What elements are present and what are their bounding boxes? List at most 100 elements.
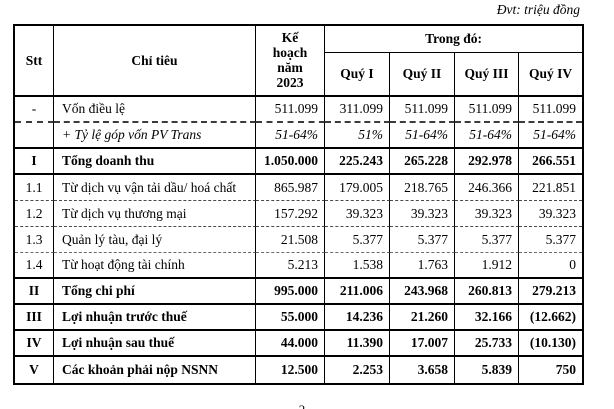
q2-cell: 39.323 <box>390 201 455 227</box>
label-cell: + Tỷ lệ góp vốn PV Trans <box>54 123 256 149</box>
q3-cell: 39.323 <box>455 201 519 227</box>
stt-cell: 1.1 <box>15 175 54 201</box>
q2-cell: 1.763 <box>390 253 455 279</box>
table-row-thuong-mai: 1.2 Từ dịch vụ thương mại 157.292 39.323… <box>15 201 583 227</box>
label-cell: Từ dịch vụ vận tải dầu/ hoá chất <box>54 175 256 201</box>
q1-cell: 1.538 <box>325 253 390 279</box>
q4-cell: 279.213 <box>519 279 583 305</box>
q3-cell: 51-64% <box>455 123 519 149</box>
plan-cell: 995.000 <box>256 279 325 305</box>
label-cell: Từ dịch vụ thương mại <box>54 201 256 227</box>
table-row-nop-nsnn: V Các khoản phải nộp NSNN 12.500 2.253 3… <box>15 357 582 383</box>
q2-cell: 5.377 <box>390 227 455 253</box>
col-header-quy-2: Quý II <box>390 53 455 97</box>
col-header-ke-hoach: Kế hoạch năm 2023 <box>256 26 325 97</box>
stt-cell: 1.4 <box>15 253 54 279</box>
col-header-quy-1: Quý I <box>325 53 390 97</box>
label-cell: Tổng doanh thu <box>54 149 256 175</box>
plan-cell: 51-64% <box>256 123 325 149</box>
table-row-van-tai-dau: 1.1 Từ dịch vụ vận tải dầu/ hoá chất 865… <box>15 175 583 201</box>
q2-cell: 218.765 <box>390 175 455 201</box>
stt-cell: 1.3 <box>15 227 54 253</box>
q3-cell: 5.839 <box>455 357 519 383</box>
table-row-ty-le-gop-von: + Tỷ lệ góp vốn PV Trans 51-64% 51% 51-6… <box>15 123 583 149</box>
q1-cell: 179.005 <box>325 175 390 201</box>
q3-cell: 246.366 <box>455 175 519 201</box>
page-number-partial: 2 <box>294 402 310 409</box>
q1-cell: 311.099 <box>325 97 390 123</box>
stt-cell: V <box>15 357 54 383</box>
col-header-trong-do: Trong đó: <box>325 26 583 53</box>
label-cell: Lợi nhuận sau thuế <box>54 331 256 357</box>
q3-cell: 25.733 <box>455 331 519 357</box>
table-row-tai-chinh: 1.4 Từ hoạt động tài chính 5.213 1.538 1… <box>15 253 583 279</box>
plan-cell: 1.050.000 <box>256 149 325 175</box>
plan-cell: 5.213 <box>256 253 325 279</box>
table-row-tong-doanh-thu: I Tổng doanh thu 1.050.000 225.243 265.2… <box>15 149 583 175</box>
label-cell: Từ hoạt động tài chính <box>54 253 256 279</box>
q2-cell: 51-64% <box>390 123 455 149</box>
unit-note: Đvt: triệu đồng <box>496 2 580 17</box>
label-cell: Tổng chi phí <box>54 279 256 305</box>
header-row-quarters: Quý I Quý II Quý III Quý IV <box>15 53 583 97</box>
header-row-top: Stt Chỉ tiêu Kế hoạch năm 2023 Trong đó: <box>15 26 583 97</box>
plan-cell: 21.508 <box>256 227 325 253</box>
page-number-text: 2 <box>299 402 306 409</box>
stt-cell: - <box>15 97 54 123</box>
q1-cell: 39.323 <box>325 201 390 227</box>
stt-cell <box>15 123 54 149</box>
q2-cell: 265.228 <box>390 149 455 175</box>
q3-cell: 511.099 <box>455 97 519 123</box>
q3-cell: 1.912 <box>455 253 519 279</box>
q1-cell: 225.243 <box>325 149 390 175</box>
stt-cell: 1.2 <box>15 201 54 227</box>
q4-cell: (10.130) <box>519 331 583 357</box>
ke-hoach-label: Kế hoạch năm 2023 <box>272 29 308 91</box>
label-cell: Các khoản phải nộp NSNN <box>54 357 256 383</box>
col-header-quy-4: Quý IV <box>519 53 583 97</box>
q3-cell: 32.166 <box>455 305 519 331</box>
plan-cell: 44.000 <box>256 331 325 357</box>
q2-cell: 3.658 <box>390 357 455 383</box>
q1-cell: 11.390 <box>325 331 390 357</box>
q3-cell: 5.377 <box>455 227 519 253</box>
q4-cell: 750 <box>555 362 577 377</box>
q2-cell: 243.968 <box>390 279 455 305</box>
plan-cell: 511.099 <box>256 97 325 123</box>
q1-cell: 14.236 <box>325 305 390 331</box>
q4-cell: 0 <box>519 253 583 279</box>
col-header-quy-3: Quý III <box>455 53 519 97</box>
plan-2023-table: Stt Chỉ tiêu Kế hoạch năm 2023 Trong đó:… <box>15 26 583 383</box>
plan-cell: 157.292 <box>256 201 325 227</box>
plan-cell: 55.000 <box>256 305 325 331</box>
stt-cell: I <box>15 149 54 175</box>
q4-cell: 51-64% <box>519 123 583 149</box>
table-row-loi-nhuan-sau-thue: IV Lợi nhuận sau thuế 44.000 11.390 17.0… <box>15 331 583 357</box>
col-header-stt: Stt <box>15 26 54 97</box>
label-cell: Lợi nhuận trước thuế <box>54 305 256 331</box>
q4-cell: (12.662) <box>519 305 583 331</box>
label-cell: Quản lý tàu, đại lý <box>54 227 256 253</box>
q4-cell: 39.323 <box>519 201 583 227</box>
plan-cell: 865.987 <box>256 175 325 201</box>
label-cell: Vốn điều lệ <box>54 97 256 123</box>
q2-cell: 17.007 <box>390 331 455 357</box>
table-row-loi-nhuan-truoc-thue: III Lợi nhuận trước thuế 55.000 14.236 2… <box>15 305 583 331</box>
q2-cell: 511.099 <box>390 97 455 123</box>
q1-cell: 211.006 <box>325 279 390 305</box>
table-row-tong-chi-phi: II Tổng chi phí 995.000 211.006 243.968 … <box>15 279 583 305</box>
table-row-von-dieu-le: - Vốn điều lệ 511.099 311.099 511.099 51… <box>15 97 583 123</box>
q1-cell: 5.377 <box>325 227 390 253</box>
stt-cell: III <box>15 305 54 331</box>
table-row-quan-ly-tau: 1.3 Quản lý tàu, đại lý 21.508 5.377 5.3… <box>15 227 583 253</box>
q1-cell: 51% <box>325 123 390 149</box>
q4-cell: 511.099 <box>519 97 583 123</box>
q4-cell: 266.551 <box>519 149 583 175</box>
q2-cell: 21.260 <box>390 305 455 331</box>
q4-cell: 221.851 <box>519 175 583 201</box>
plan-cell: 12.500 <box>256 357 325 383</box>
q3-cell: 260.813 <box>455 279 519 305</box>
q4-cell: 5.377 <box>519 227 583 253</box>
q3-cell: 292.978 <box>455 149 519 175</box>
